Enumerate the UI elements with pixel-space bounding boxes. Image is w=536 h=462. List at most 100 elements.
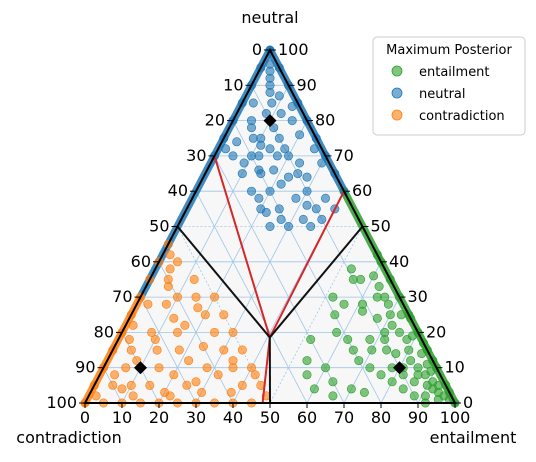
- neutral-point: [270, 166, 278, 174]
- entailment-point: [384, 300, 392, 308]
- tick-label-neutral: 70: [334, 146, 354, 165]
- neutral-point: [303, 187, 311, 195]
- neutral-point: [284, 173, 292, 181]
- tick-label-neutral: 80: [315, 111, 335, 130]
- entailment-point: [307, 335, 315, 343]
- entailment-point: [392, 349, 400, 357]
- contradiction-point: [197, 388, 205, 396]
- neutral-point: [255, 194, 263, 202]
- entailment-point: [427, 367, 435, 375]
- entailment-point: [366, 335, 374, 343]
- neutral-point: [294, 169, 302, 177]
- legend-marker-neutral: [392, 88, 402, 98]
- tick-label-entailment: 0: [80, 408, 90, 427]
- tick-label-contradiction: 0: [252, 40, 262, 59]
- neutral-point: [266, 67, 274, 75]
- neutral-point: [249, 134, 257, 142]
- contradiction-point: [151, 335, 159, 343]
- neutral-point: [266, 187, 274, 195]
- neutral-point: [312, 205, 320, 213]
- tick-label-neutral: 10: [445, 358, 465, 377]
- neutral-point: [240, 159, 248, 167]
- contradiction-point: [227, 388, 235, 396]
- tick-label-contradiction: 20: [205, 111, 225, 130]
- axis-label-contradiction: contradiction: [16, 428, 121, 447]
- neutral-point: [295, 131, 303, 139]
- entailment-point: [418, 349, 426, 357]
- contradiction-point: [166, 265, 174, 273]
- entailment-point: [366, 364, 374, 372]
- contradiction-point: [229, 328, 237, 336]
- entailment-point: [349, 346, 357, 354]
- neutral-point: [284, 152, 292, 160]
- contradiction-point: [229, 356, 237, 364]
- contradiction-point: [92, 392, 100, 400]
- entailment-point: [375, 282, 383, 290]
- contradiction-point: [199, 342, 207, 350]
- contradiction-point: [127, 381, 135, 389]
- neutral-point: [277, 180, 285, 188]
- neutral-point: [233, 138, 241, 146]
- neutral-point: [303, 173, 311, 181]
- contradiction-point: [166, 251, 174, 259]
- entailment-point: [360, 388, 368, 396]
- entailment-point: [410, 378, 418, 386]
- contradiction-point: [122, 364, 130, 372]
- contradiction-point: [166, 392, 174, 400]
- contradiction-point: [175, 346, 183, 354]
- legend-marker-entailment: [392, 66, 402, 76]
- neutral-point: [262, 208, 270, 216]
- neutral-point: [247, 124, 255, 132]
- contradiction-point: [146, 381, 154, 389]
- neutral-point: [247, 187, 255, 195]
- contradiction-point: [201, 311, 209, 319]
- neutral-point: [275, 205, 283, 213]
- neutral-point: [268, 99, 276, 107]
- entailment-point: [395, 328, 403, 336]
- tick-label-contradiction: 30: [186, 146, 206, 165]
- contradiction-point: [127, 346, 135, 354]
- tick-label-entailment: 100: [440, 408, 471, 427]
- tick-label-neutral: 20: [426, 322, 446, 341]
- neutral-point: [229, 152, 237, 160]
- entailment-point: [332, 328, 340, 336]
- neutral-point: [277, 109, 285, 117]
- entailment-point: [368, 346, 376, 354]
- neutral-point: [257, 141, 265, 149]
- neutral-point: [321, 194, 329, 202]
- entailment-point: [347, 385, 355, 393]
- contradiction-point: [129, 321, 137, 329]
- contradiction-point: [173, 293, 181, 301]
- contradiction-point: [210, 328, 218, 336]
- tick-label-contradiction: 10: [223, 75, 243, 94]
- entailment-point: [347, 265, 355, 273]
- entailment-point: [373, 314, 381, 322]
- neutral-point: [277, 215, 285, 223]
- legend-label-entailment: entailment: [419, 65, 490, 80]
- neutral-point: [249, 99, 257, 107]
- contradiction-point: [192, 293, 200, 301]
- tick-label-entailment: 60: [297, 408, 317, 427]
- neutral-point: [299, 215, 307, 223]
- contradiction-point: [238, 346, 246, 354]
- neutral-point: [221, 145, 229, 153]
- contradiction-point: [155, 364, 163, 372]
- entailment-point: [397, 311, 405, 319]
- entailment-point: [369, 272, 377, 280]
- entailment-point: [408, 332, 416, 340]
- legend-marker-contradiction: [392, 110, 402, 120]
- axis-label-neutral: neutral: [241, 8, 298, 27]
- tick-label-entailment: 10: [112, 408, 132, 427]
- contradiction-point: [238, 381, 246, 389]
- tick-label-neutral: 40: [389, 252, 409, 271]
- tick-label-entailment: 80: [371, 408, 391, 427]
- contradiction-point: [184, 356, 192, 364]
- contradiction-point: [129, 392, 137, 400]
- entailment-point: [405, 346, 413, 354]
- entailment-point: [331, 311, 339, 319]
- contradiction-point: [153, 346, 161, 354]
- contradiction-point: [109, 381, 117, 389]
- tick-label-entailment: 50: [260, 408, 280, 427]
